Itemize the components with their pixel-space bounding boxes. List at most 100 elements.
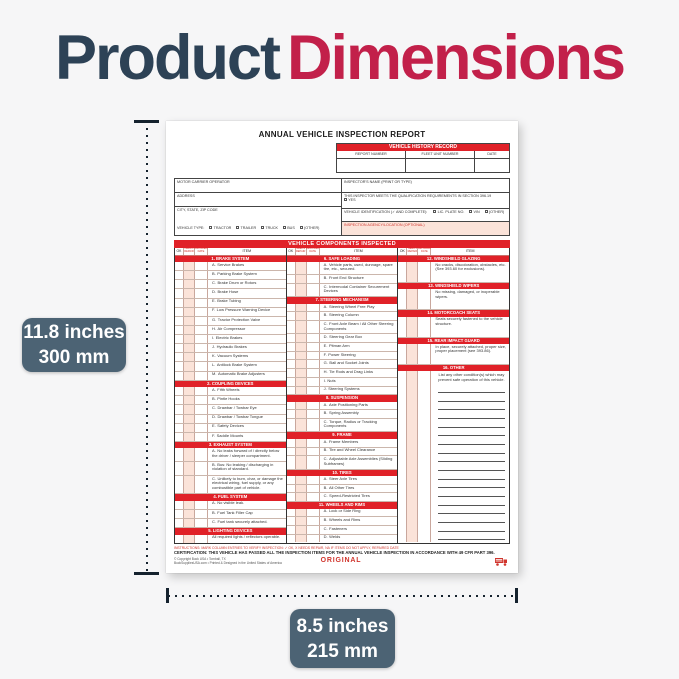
- item-letter: D.: [212, 289, 216, 295]
- write-in-line: [438, 428, 505, 437]
- item-cell: G. Ball and Socket Joints: [319, 360, 398, 369]
- repaired-date-cell: [307, 321, 320, 334]
- item-letter: A.: [323, 261, 328, 267]
- ok-cell: [287, 447, 296, 456]
- height-inches: 11.8 inches: [23, 322, 125, 343]
- item-text: No leaks forward of / directly below the…: [212, 448, 280, 458]
- write-in-line: [438, 506, 505, 515]
- needs-repair-cell: [184, 432, 195, 441]
- item-letter: J.: [323, 386, 327, 392]
- repaired-date-cell: [195, 371, 208, 380]
- ok-cell: [287, 262, 296, 275]
- repaired-date-cell: [307, 334, 320, 343]
- write-in-line: [438, 410, 505, 420]
- column-header-row: OK NEEDS REPAIR REPAIRED DATE ITEM: [398, 247, 510, 256]
- inspection-item-row: C. Unlikely to burn, char, or damage the …: [175, 475, 286, 495]
- needs-repair-cell: [184, 325, 195, 334]
- item-cell: A. No visible leak.: [208, 501, 286, 509]
- section-header: 5. LIGHTING DEVICES: [175, 528, 286, 535]
- item-letter: B.: [323, 410, 328, 416]
- item-cell: H. Tie Rods and Drag Links: [319, 368, 398, 377]
- item-letter: I.: [212, 334, 215, 340]
- item-cell: I. Nuts: [319, 378, 398, 386]
- item-header: ITEM: [319, 247, 398, 255]
- inspection-item-row: B. All Other Tires: [286, 485, 398, 494]
- repaired-date-cell: [307, 525, 320, 534]
- needs-repair-cell: [407, 371, 419, 543]
- section-header: 4. FUEL SYSTEM: [175, 494, 286, 501]
- item-cell: C. Fasteners: [319, 526, 398, 534]
- inspection-item-row: F. Power Steering: [286, 351, 398, 361]
- inspection-item-row: J. Steering Systems: [286, 386, 398, 396]
- form-footer: INSTRUCTIONS: MARK COLUMN ENTRIES TO VER…: [174, 546, 510, 567]
- ok-cell: [175, 271, 184, 280]
- repaired-date-cell: [195, 509, 208, 518]
- title-word-dimensions: Dimensions: [286, 23, 626, 93]
- item-cell: M. Automatic Brake Adjusters: [208, 371, 286, 380]
- inspection-item-row: A. Fifth Wheels: [175, 386, 286, 397]
- checkbox-label: (OTHER): [303, 225, 320, 230]
- item-cell: A. Vehicle parts, used, dunnage, spare ti…: [319, 261, 398, 275]
- repaired-date-cell: [195, 414, 208, 423]
- inspection-item-row: B. Tire and Wheel Clearance: [286, 447, 398, 457]
- checkbox-icon: [261, 225, 265, 229]
- repaired-date-header: REPAIRED DATE: [417, 247, 432, 255]
- item-cell: C. Front Axle Beam / All Other Steering C…: [319, 320, 398, 334]
- item-text: Pintle Hooks: [217, 396, 240, 402]
- inspection-column: OK NEEDS REPAIR REPAIRED DATE ITEM 6. SAFE L…: [285, 247, 398, 543]
- width-inches: 8.5 inches: [296, 615, 389, 637]
- item-text: Brake Drum or Rotors: [217, 280, 257, 286]
- ok-cell: [175, 475, 184, 494]
- ok-cell: [175, 353, 184, 362]
- ok-cell: [175, 396, 184, 405]
- item-text: No visible leak.: [217, 500, 245, 506]
- ok-cell: [175, 344, 184, 353]
- item-letter: F.: [323, 351, 327, 357]
- item-text: Hydraulic Brakes: [216, 343, 247, 349]
- ok-cell: [398, 262, 408, 282]
- needs-repair-cell: [184, 280, 195, 289]
- inspection-item-row: C. Torque, Radius or Tracking Components: [286, 419, 398, 433]
- repaired-date-cell: [307, 419, 320, 432]
- checkbox-option: TRAILER: [236, 225, 256, 230]
- item-cell: B. Steering Column: [319, 312, 398, 321]
- item-letter: G.: [323, 360, 328, 366]
- item-letter: A.: [212, 448, 216, 454]
- needs-repair-cell: [184, 271, 195, 280]
- ok-cell: [287, 525, 296, 534]
- components-table: OK NEEDS REPAIR REPAIRED DATE ITEM 1. BRAKE …: [174, 247, 510, 544]
- ok-cell: [175, 316, 184, 325]
- ok-cell: [287, 321, 296, 334]
- height-dimension-label: 11.8 inches 300 mm: [22, 318, 126, 372]
- ok-header: OK: [175, 247, 184, 255]
- vehicle-type-label: VEHICLE TYPE:: [177, 225, 205, 230]
- item-letter: E.: [323, 342, 328, 348]
- item-letter: F.: [212, 432, 216, 438]
- item-letter: C.: [323, 320, 328, 326]
- repaired-date-cell: [195, 387, 208, 396]
- needs-repair-cell: [184, 423, 195, 432]
- item-letter: C.: [323, 283, 328, 289]
- item-cell: D. Drawbar / Towbar Tongue: [208, 414, 286, 423]
- item-cell: L. Antilock Brake System: [208, 362, 286, 371]
- height-dimension-bottom-cap: [134, 572, 159, 575]
- ok-cell: [175, 307, 184, 316]
- item-letter: E.: [212, 298, 216, 304]
- item-letter: A.: [212, 386, 216, 392]
- item-text: Bus: No leaking / discharging in violati…: [212, 461, 274, 472]
- ok-cell: [287, 438, 296, 447]
- item-text: Low Pressure Warning Device: [216, 307, 271, 313]
- needs-repair-cell: [295, 525, 307, 534]
- item-letter: M.: [212, 371, 217, 377]
- height-dimension-top-cap: [134, 120, 159, 123]
- checkbox-icon: [433, 209, 437, 213]
- needs-repair-header: NEEDS REPAIR: [184, 247, 195, 255]
- checkbox-icon: [469, 209, 473, 213]
- repaired-date-header: REPAIRED DATE: [306, 247, 320, 255]
- inspector-fields: INSPECTOR'S NAME (PRINT OR TYPE) THIS IN…: [342, 179, 509, 235]
- repaired-date-cell: [195, 316, 208, 325]
- write-in-line: [438, 514, 505, 524]
- item-letter: H.: [323, 368, 328, 374]
- item-text: Vehicle parts, used, dunnage, spare tire…: [323, 261, 393, 272]
- needs-repair-cell: [295, 456, 307, 469]
